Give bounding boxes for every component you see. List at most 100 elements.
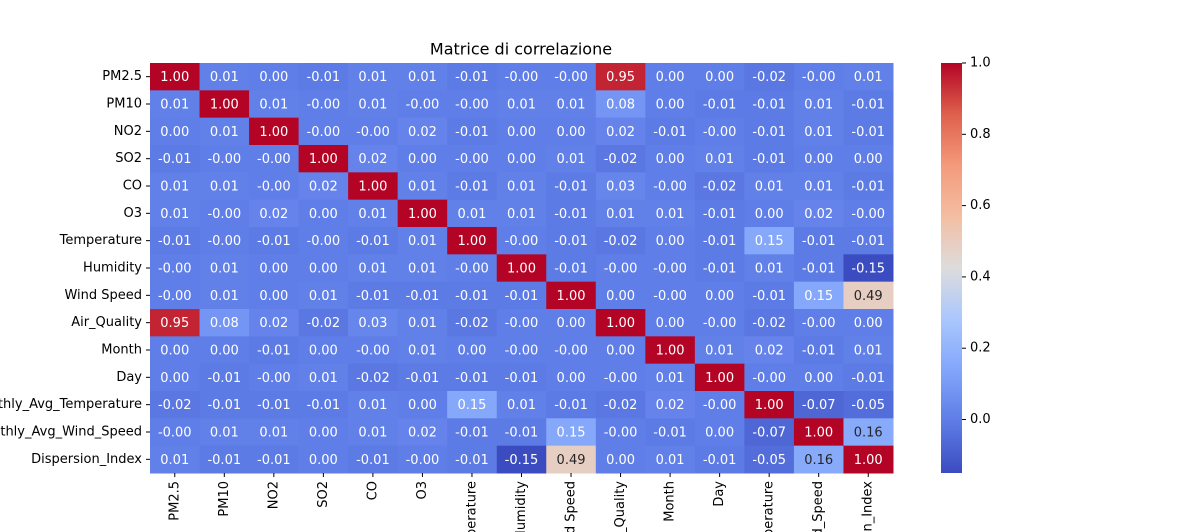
heatmap-cell xyxy=(397,363,448,392)
cell-label: 0.00 xyxy=(854,152,883,167)
cell-label: -0.01 xyxy=(257,344,291,359)
cell-label: 0.01 xyxy=(309,289,338,304)
heatmap-cell xyxy=(199,309,250,337)
heatmap-cell xyxy=(397,227,448,255)
cell-label: -0.01 xyxy=(158,152,192,167)
cell-label: -0.01 xyxy=(554,262,588,277)
heatmap-cell xyxy=(348,254,399,283)
heatmap-cell xyxy=(298,145,349,173)
heatmap-cell xyxy=(645,199,696,228)
heatmap-cell xyxy=(546,63,597,91)
cell-label: 0.01 xyxy=(160,207,189,222)
heatmap-cell xyxy=(298,363,349,392)
heatmap-cell xyxy=(546,445,597,474)
heatmap-cell xyxy=(744,445,795,474)
cell-label: 0.01 xyxy=(507,98,536,113)
cell-label: 0.01 xyxy=(309,371,338,386)
cell-label: -0.01 xyxy=(158,234,192,249)
heatmap-cell xyxy=(298,391,349,419)
cell-label: 0.01 xyxy=(210,289,239,304)
cell-label: -0.00 xyxy=(703,316,737,331)
cell-label: -0.00 xyxy=(802,316,836,331)
heatmap-cell xyxy=(744,172,795,201)
y-tick-label: Month xyxy=(101,343,142,358)
cell-label: 0.49 xyxy=(854,289,883,304)
heatmap-cell xyxy=(150,254,201,283)
heatmap-cell xyxy=(447,199,498,228)
heatmap-cell xyxy=(150,63,201,91)
cell-label: -0.00 xyxy=(604,262,638,277)
heatmap-cell xyxy=(348,391,399,419)
cell-label: -0.00 xyxy=(604,426,638,441)
heatmap-cell xyxy=(793,445,844,474)
heatmap-cell xyxy=(694,227,745,255)
cell-label: -0.02 xyxy=(158,398,192,413)
cell-label: -0.00 xyxy=(802,70,836,85)
colorbar-tick-label: 0.2 xyxy=(970,341,991,356)
cell-label: 0.00 xyxy=(705,426,734,441)
heatmap-cell xyxy=(595,445,646,474)
cell-label: -0.00 xyxy=(653,180,687,195)
heatmap-cell xyxy=(298,445,349,474)
cell-label: -0.01 xyxy=(802,234,836,249)
heatmap-cell xyxy=(150,391,201,419)
heatmap-cell xyxy=(447,309,498,337)
cell-label: -0.01 xyxy=(455,289,489,304)
heatmap-cell xyxy=(150,445,201,474)
cell-label: -0.01 xyxy=(851,98,885,113)
cell-label: 0.01 xyxy=(507,398,536,413)
heatmap-cell xyxy=(595,63,646,91)
x-tick-label: Temperature xyxy=(464,481,479,532)
heatmap-cell xyxy=(843,227,894,255)
heatmap-cell xyxy=(150,281,201,310)
heatmap-cell xyxy=(744,227,795,255)
heatmap-cell xyxy=(150,199,201,228)
heatmap-cell xyxy=(447,391,498,419)
cell-label: 0.01 xyxy=(656,371,685,386)
heatmap-cell xyxy=(546,281,597,310)
cell-label: 0.00 xyxy=(408,398,437,413)
heatmap-cell xyxy=(595,90,646,119)
cell-label: 0.01 xyxy=(705,344,734,359)
heatmap-cell xyxy=(645,172,696,201)
x-tick-label: SO2 xyxy=(316,481,331,508)
heatmap-cell xyxy=(199,90,250,119)
cell-label: 0.01 xyxy=(457,207,486,222)
heatmap-cell xyxy=(397,117,448,146)
heatmap-cell xyxy=(645,418,696,447)
heatmap-cell xyxy=(793,281,844,310)
cell-label: 0.00 xyxy=(804,371,833,386)
cell-label: -0.01 xyxy=(851,371,885,386)
heatmap-cell xyxy=(447,117,498,146)
cell-label: -0.00 xyxy=(653,262,687,277)
heatmap-cell xyxy=(447,336,498,365)
cell-label: -0.01 xyxy=(802,262,836,277)
cell-label: -0.00 xyxy=(406,98,440,113)
cell-label: -0.01 xyxy=(851,125,885,140)
heatmap-cell xyxy=(249,63,300,91)
y-tick-label: Wind Speed xyxy=(64,288,142,303)
cell-label: 0.08 xyxy=(210,316,239,331)
cell-label: 0.01 xyxy=(656,453,685,468)
cell-label: 0.03 xyxy=(606,180,635,195)
x-tick-label: Monthly_Avg_Temperature xyxy=(762,481,777,532)
heatmap-cell xyxy=(496,254,547,283)
cell-label: -0.00 xyxy=(505,70,539,85)
heatmap-cell xyxy=(595,336,646,365)
cell-label: 0.01 xyxy=(804,125,833,140)
heatmap-cell xyxy=(397,199,448,228)
heatmap-cell xyxy=(694,281,745,310)
cell-label: -0.00 xyxy=(703,125,737,140)
cell-label: 0.00 xyxy=(557,125,586,140)
heatmap-cell xyxy=(645,281,696,310)
cell-label: -0.00 xyxy=(307,234,341,249)
heatmap-cell xyxy=(793,172,844,201)
heatmap-cell xyxy=(249,281,300,310)
cell-label: 0.01 xyxy=(408,344,437,359)
heatmap-cell xyxy=(496,309,547,337)
cell-label: 0.01 xyxy=(705,152,734,167)
heatmap-cell xyxy=(199,281,250,310)
heatmap-cell xyxy=(298,172,349,201)
heatmap-cell xyxy=(199,254,250,283)
cell-label: 0.02 xyxy=(606,125,635,140)
